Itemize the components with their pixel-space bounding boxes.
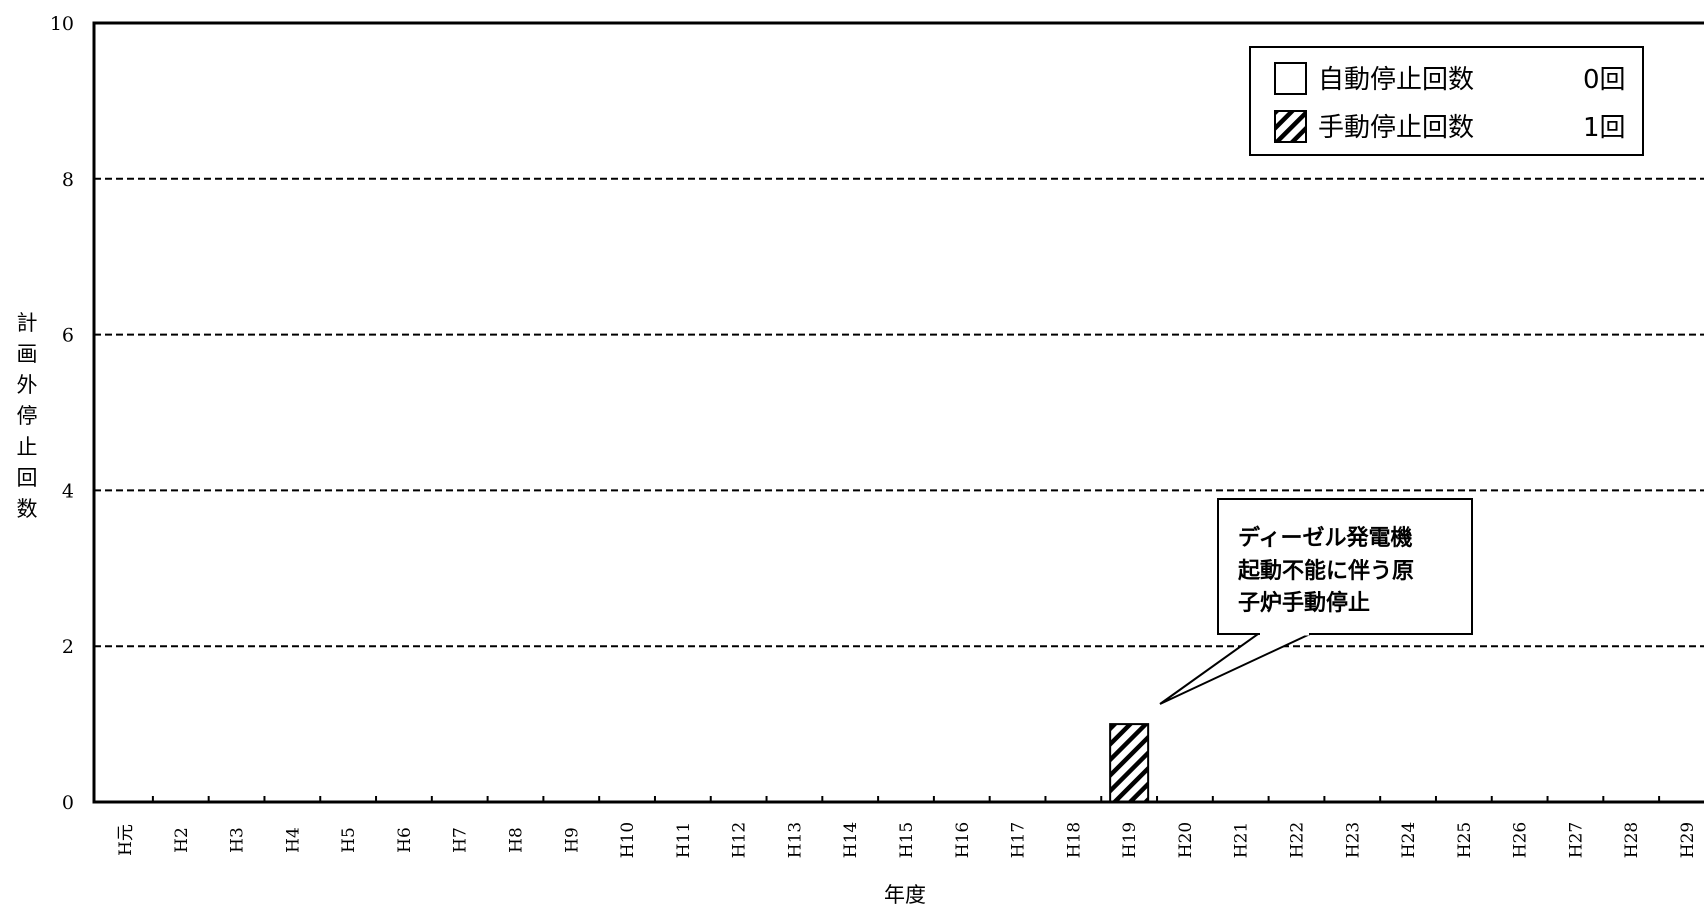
y-axis-label-char: 止 [17,435,38,459]
callout-line-2: 起動不能に伴う原 [1237,558,1414,584]
x-tick-label: H4 [283,827,303,853]
y-tick-label: 8 [62,169,74,191]
y-tick-label: 10 [50,13,74,35]
y-tick-label: 2 [62,636,74,658]
callout-pointer [1159,633,1311,705]
x-axis-label: 年度 [884,883,926,907]
y-tick-label: 4 [62,480,74,502]
legend-box [1249,46,1644,156]
x-tick-label: H27 [1566,822,1586,858]
y-axis-label-char: 回 [17,466,38,490]
x-tick-label: H8 [507,827,527,853]
callout-line-3: 子炉手動停止 [1238,590,1370,616]
y-axis-label-char: 外 [17,373,38,397]
x-tick-label: H26 [1511,822,1531,858]
bars [1109,723,1150,803]
legend-label-manual: 手動停止回数 [1318,113,1474,143]
y-axis-ticks: 0 2 4 6 8 10 [50,13,74,814]
x-tick-label: H5 [339,827,359,853]
callout: ディーゼル発電機 起動不能に伴う原 子炉手動停止 [1159,498,1473,705]
gridlines [94,177,1704,648]
y-axis-label-char: 停 [17,404,38,428]
x-tick-label: H25 [1455,822,1475,858]
bar-H19 [1109,723,1150,803]
x-tick-label: H2 [172,827,192,853]
x-tick-label: H7 [451,827,471,853]
x-tick-label: H28 [1622,822,1642,858]
x-tick-label: H22 [1288,822,1308,858]
legend-label-auto: 自動停止回数 [1318,65,1474,95]
callout-box [1217,498,1473,635]
y-axis-label-char: 画 [17,342,38,366]
legend-total-auto: 0回 [1583,65,1626,95]
x-tick-label: H20 [1176,822,1196,858]
x-tick-label: H6 [395,827,415,853]
plot-frame [92,21,1704,804]
x-tick-label: H13 [785,822,805,858]
callout-line-1: ディーゼル発電機 [1238,525,1412,551]
y-tick-label: 0 [62,792,74,814]
legend-total-manual: 1回 [1583,113,1626,143]
y-tick-label: 6 [62,325,74,347]
x-tick-label: H9 [562,827,582,853]
x-tick-label: H3 [228,827,248,853]
x-tick-label: H19 [1120,822,1140,858]
x-tick-label: H元 [116,824,136,856]
legend-swatch-manual [1274,110,1307,143]
x-tick-label: H16 [953,822,973,858]
x-tick-label: H29 [1678,822,1698,858]
x-tick-label: H14 [841,822,861,858]
x-tick-label: H15 [897,822,917,858]
y-axis-label-char: 計 [17,311,38,335]
x-tick-label: H12 [730,822,750,858]
x-tick-label: H11 [674,822,694,858]
x-axis-ticks: H元 H2 H3 H4 H5 H6 H7 H8 H9 H10 H11 H12 H13 H14 H15 H16 H… [116,796,1698,858]
x-tick-label: H18 [1064,822,1084,858]
legend: 自動停止回数 0回 手動停止回数 1回 [1249,46,1644,156]
legend-swatch-auto [1274,62,1307,95]
y-axis-label-char: 数 [17,497,38,521]
x-tick-label: H24 [1399,822,1419,858]
x-tick-label: H23 [1343,822,1363,858]
x-tick-label: H17 [1009,822,1029,858]
x-tick-label: H21 [1232,822,1252,858]
x-tick-label: H10 [618,822,638,858]
